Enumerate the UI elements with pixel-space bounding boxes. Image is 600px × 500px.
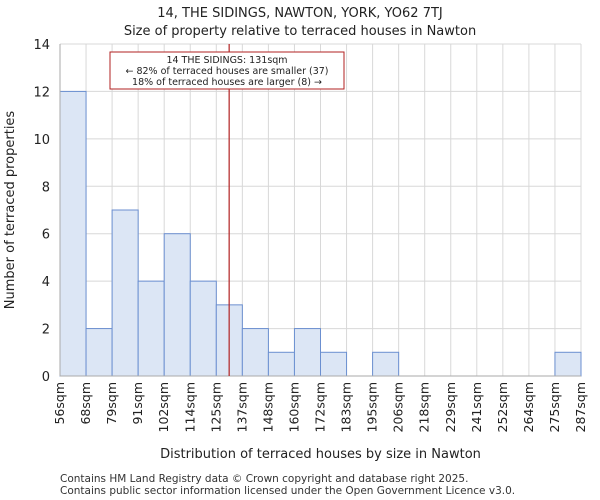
- x-tick-label: 56sqm: [52, 382, 67, 425]
- y-tick-label: 8: [42, 180, 50, 195]
- annotation-box: [109, 51, 345, 90]
- footer-credit-line-2: Contains public sector information licen…: [60, 485, 516, 497]
- histogram-bar: [85, 328, 113, 377]
- annotation-line: 14 THE SIDINGS: 131sqm: [166, 55, 287, 66]
- x-tick-label: 160sqm: [286, 382, 301, 432]
- x-tick-label: 218sqm: [417, 382, 432, 432]
- histogram-bar: [372, 351, 400, 377]
- histogram-bar: [189, 280, 217, 377]
- histogram-bar: [267, 351, 295, 377]
- y-tick-label: 6: [42, 228, 50, 243]
- histogram-bar: [320, 351, 348, 377]
- x-tick-label: 137sqm: [234, 382, 249, 432]
- x-tick-label: 252sqm: [495, 382, 510, 432]
- y-tick-label: 4: [42, 275, 50, 290]
- annotation-line: ← 82% of terraced houses are smaller (37…: [125, 66, 328, 77]
- x-tick-label: 183sqm: [339, 382, 354, 432]
- x-tick-label: 195sqm: [365, 382, 380, 432]
- y-tick-label: 0: [42, 370, 50, 385]
- x-tick-label: 68sqm: [78, 382, 93, 425]
- histogram-bar: [163, 233, 191, 377]
- histogram-bar: [241, 328, 269, 377]
- y-tick-label: 2: [42, 323, 50, 338]
- histogram-bar: [111, 209, 139, 377]
- y-tick-label: 12: [33, 85, 50, 100]
- x-axis-label: Distribution of terraced houses by size …: [160, 447, 481, 462]
- x-tick-label: 172sqm: [313, 382, 328, 432]
- annotation-line: 18% of terraced houses are larger (8) →: [132, 77, 322, 88]
- x-tick-label: 241sqm: [469, 382, 484, 432]
- x-tick-label: 287sqm: [573, 382, 588, 432]
- histogram-bar: [554, 351, 582, 377]
- x-tick-label: 206sqm: [391, 382, 406, 432]
- x-tick-label: 229sqm: [443, 382, 458, 432]
- histogram-bar: [59, 90, 87, 377]
- x-tick-label: 125sqm: [208, 382, 223, 432]
- x-tick-label: 264sqm: [521, 382, 536, 432]
- footer-credit-line-1: Contains HM Land Registry data © Crown c…: [60, 473, 469, 485]
- x-tick-label: 148sqm: [260, 382, 275, 432]
- y-axis-label: Number of terraced properties: [3, 111, 18, 310]
- x-tick-label: 102sqm: [156, 382, 171, 432]
- histogram-bar: [137, 280, 165, 377]
- y-tick-label: 10: [33, 133, 50, 148]
- x-tick-label: 114sqm: [182, 382, 197, 432]
- x-tick-label: 79sqm: [104, 382, 119, 425]
- y-tick-label: 14: [33, 38, 50, 53]
- chart-subtitle: Size of property relative to terraced ho…: [123, 24, 477, 39]
- x-tick-label: 275sqm: [547, 382, 562, 432]
- x-tick-label: 91sqm: [130, 382, 145, 425]
- chart-title: 14, THE SIDINGS, NAWTON, YORK, YO62 7TJ: [157, 6, 443, 21]
- histogram-bar: [293, 328, 322, 377]
